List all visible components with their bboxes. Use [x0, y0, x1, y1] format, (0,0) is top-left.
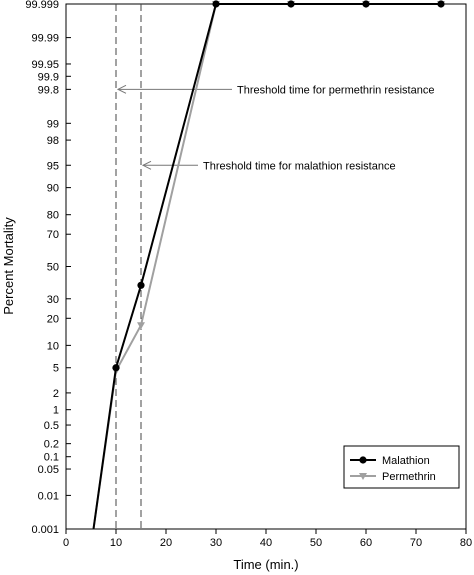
- x-tick-label-80: 80: [460, 537, 472, 549]
- y-tick-label-95: 95: [47, 160, 59, 172]
- x-tick-label-20: 20: [160, 537, 172, 549]
- y-tick-label-99: 99: [47, 118, 59, 130]
- legend: Malathion Permethrin: [343, 445, 460, 489]
- threshold-label-1: Threshold time for malathion resistance: [203, 160, 396, 172]
- point-malathion-5: [437, 0, 445, 8]
- point-malathion-2: [212, 0, 220, 8]
- legend-marker-permethrin: [359, 473, 367, 480]
- threshold-label-0: Threshold time for permethrin resistance: [237, 84, 434, 96]
- legend-box: [343, 445, 460, 489]
- y-tick-label-99.9: 99.9: [38, 71, 59, 83]
- x-axis-title: Time (min.): [233, 557, 298, 572]
- y-tick-label-0.001: 0.001: [31, 524, 59, 536]
- y-tick-label-99.8: 99.8: [38, 84, 59, 96]
- y-tick-label-80: 80: [47, 210, 59, 222]
- y-tick-label-1: 1: [53, 405, 59, 417]
- x-tick-label-40: 40: [260, 537, 272, 549]
- x-tick-label-50: 50: [310, 537, 322, 549]
- y-tick-label-99.99: 99.99: [31, 33, 59, 45]
- point-malathion-0: [112, 364, 120, 372]
- legend-marker-malathion: [359, 456, 367, 464]
- y-tick-label-98: 98: [47, 135, 59, 147]
- y-tick-label-99.95: 99.95: [31, 59, 59, 71]
- y-tick-label-90: 90: [47, 183, 59, 195]
- y-axis-title: Percent Mortality: [1, 217, 16, 315]
- y-tick-label-0.05: 0.05: [38, 464, 59, 476]
- y-tick-label-0.1: 0.1: [44, 452, 59, 464]
- series-layer: [92, 0, 445, 530]
- y-tick-label-0.5: 0.5: [44, 420, 59, 432]
- point-malathion-3: [287, 0, 295, 8]
- x-tick-label-60: 60: [360, 537, 372, 549]
- threshold-arrowhead-1: [141, 160, 152, 170]
- y-tick-label-70: 70: [47, 229, 59, 241]
- y-tick-label-0.01: 0.01: [38, 490, 59, 502]
- x-tick-label-0: 0: [63, 537, 69, 549]
- point-malathion-1: [137, 281, 145, 289]
- legend-label-permethrin: Permethrin: [382, 471, 436, 483]
- legend-label-malathion: Malathion: [382, 455, 430, 467]
- y-axis: 0.001 0.01 0.050.10.2 0.5 1 2 5 10 20 30 50 70 80 90 9…: [25, 0, 71, 536]
- y-tick-label-10: 10: [47, 340, 59, 352]
- x-tick-label-70: 70: [410, 537, 422, 549]
- y-tick-label-20: 20: [47, 313, 59, 325]
- y-tick-label-5: 5: [53, 363, 59, 375]
- threshold-arrowhead-0: [116, 84, 127, 94]
- y-tick-label-99.999: 99.999: [25, 0, 59, 11]
- x-axis: 0 10 20 30 40 50 60 70 80: [63, 529, 472, 549]
- y-tick-label-0.2: 0.2: [44, 439, 59, 451]
- x-tick-label-30: 30: [210, 537, 222, 549]
- y-tick-label-30: 30: [47, 294, 59, 306]
- x-tick-label-10: 10: [110, 537, 122, 549]
- y-tick-label-2: 2: [53, 388, 59, 400]
- point-malathion-4: [362, 0, 370, 8]
- point-permethrin-1: [137, 322, 145, 330]
- y-tick-label-50: 50: [47, 262, 59, 274]
- threshold-layer: Threshold time for permethrin resistance…: [115, 4, 434, 529]
